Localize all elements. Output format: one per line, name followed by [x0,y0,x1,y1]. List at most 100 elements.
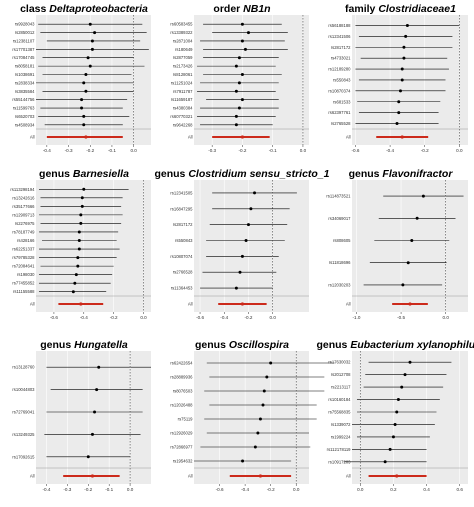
estimate-point [79,213,83,217]
overall-point [400,135,404,139]
snp-label: rs72084641 [12,264,35,269]
forest-panel-7: genus Hungatella rs13128760 rs10044803 rs72… [12,339,151,492]
snp-label: rs56188188 [328,23,351,28]
x-tick-label: -0.3 [65,148,73,153]
panel-title: genus Oscillospira [195,339,289,351]
estimate-point [82,123,86,127]
forest-panel-1: class Deltaproteobacteria rs9928043 rs2850… [12,3,151,153]
snp-label: rs72769041 [12,410,35,415]
panel-title: class Deltaproteobacteria [20,3,148,15]
x-tick-label: 0.4 [423,487,430,492]
panel-title: genus Hungatella [40,339,128,351]
estimate-point [86,56,90,60]
snp-label: rs1038691 [15,72,35,77]
forest-panel-8: genus Oscillospira rs62422654 rs28889936 rs… [170,339,335,492]
estimate-point [76,264,80,268]
estimate-point [261,403,265,407]
panel-title-rank: family [345,3,378,15]
plot-background [352,180,468,312]
forest-panel-2: order NB1n rs60583455 rs13389322 rs2871004 r… [170,3,309,153]
panel-title: genus Flavonifractor [349,168,454,180]
snp-label: rs75119 [178,417,193,422]
snp-label: rs9642268 [173,122,193,127]
estimate-point [403,373,407,377]
snp-label: rs6520703 [15,114,35,119]
snp-label: rs13128760 [12,365,35,370]
snp-label: rs12909713 [12,212,35,217]
estimate-point [237,81,241,85]
panel-title: genus Clostridium sensu_stricto_1 [154,168,329,180]
panel-title-taxon: Oscillospira [229,339,289,351]
snp-label: rs17630032 [328,360,351,365]
estimate-point [249,207,253,211]
estimate-point [90,432,94,436]
x-tick-label: -0.4 [80,315,88,320]
x-tick-label: -0.3 [63,487,71,492]
estimate-point [97,365,101,369]
forest-panel-3: family Clostridiaceae1 rs56188188 rs123415… [328,3,468,153]
snp-label: rs2012708 [331,372,351,377]
x-tick-label: 0.0 [130,148,137,153]
snp-label: rs16847295 [170,206,193,211]
overall-label: All [346,302,351,307]
estimate-point [397,100,401,104]
estimate-point [73,281,77,285]
panel-title: genus Barnesiella [39,168,129,180]
estimate-point [80,196,84,200]
x-tick-label: 0.0 [442,315,449,320]
estimate-point [240,98,244,102]
snp-label: rs79785328 [12,255,35,260]
snp-label: rs10807074 [170,254,193,259]
estimate-point [393,422,397,426]
estimate-point [408,360,412,364]
estimate-point [241,459,245,463]
estimate-point [243,47,247,51]
panel-title-taxon: Hungatella [74,339,128,351]
panel-title: order NB1n [213,3,270,15]
x-tick-label: -0.2 [421,148,429,153]
overall-point [258,474,263,478]
estimate-point [90,47,94,51]
x-tick-label: 0.6 [457,487,464,492]
snp-label: rs12189280 [328,67,351,72]
snp-label: rs60583455 [170,22,193,27]
estimate-point [395,122,399,126]
x-tick-label: -0.6 [196,315,204,320]
snp-label: rs113298194 [10,187,35,192]
panel-title-rank: class [20,3,49,15]
x-tick-label: -0.5 [397,315,405,320]
snp-label: rs13249325 [12,432,35,437]
overall-point [79,302,83,306]
estimate-point [86,455,90,459]
forest-panel-5: genus Clostridium sensu_stricto_1 rs12341… [154,168,329,320]
estimate-point [421,194,425,198]
x-tick-label: -0.2 [245,315,253,320]
estimate-point [234,114,238,118]
estimate-point [398,89,402,93]
x-tick-label: 0.2 [390,487,397,492]
panel-title-rank: genus [39,168,73,180]
snp-label: rs4380384 [173,106,193,111]
estimate-point [244,239,248,242]
estimate-point [93,31,97,35]
panel-title-taxon: Barnesiella [73,168,129,180]
panel-title-taxon: Flavonifractor [382,168,453,180]
x-tick-label: -0.4 [42,487,50,492]
overall-label: All [346,474,351,479]
snp-label: rs12026488 [170,403,193,408]
snp-label: rs2871004 [173,38,193,43]
panel-title-rank: genus [349,168,383,180]
snp-label: rs72866977 [170,445,193,450]
estimate-point [237,56,241,60]
snp-label: rs2765528 [331,121,351,126]
x-tick-label: -0.2 [110,315,118,320]
snp-label: rs3835584 [15,89,35,94]
estimate-point [262,389,266,393]
plot-background [194,180,309,312]
estimate-point [77,239,81,242]
snp-label: rs35177666 [12,204,35,209]
snp-label: rs114873521 [326,194,351,199]
estimate-point [88,22,92,26]
snp-label: rs10044803 [12,387,35,392]
snp-label: rs112178119 [327,447,351,452]
